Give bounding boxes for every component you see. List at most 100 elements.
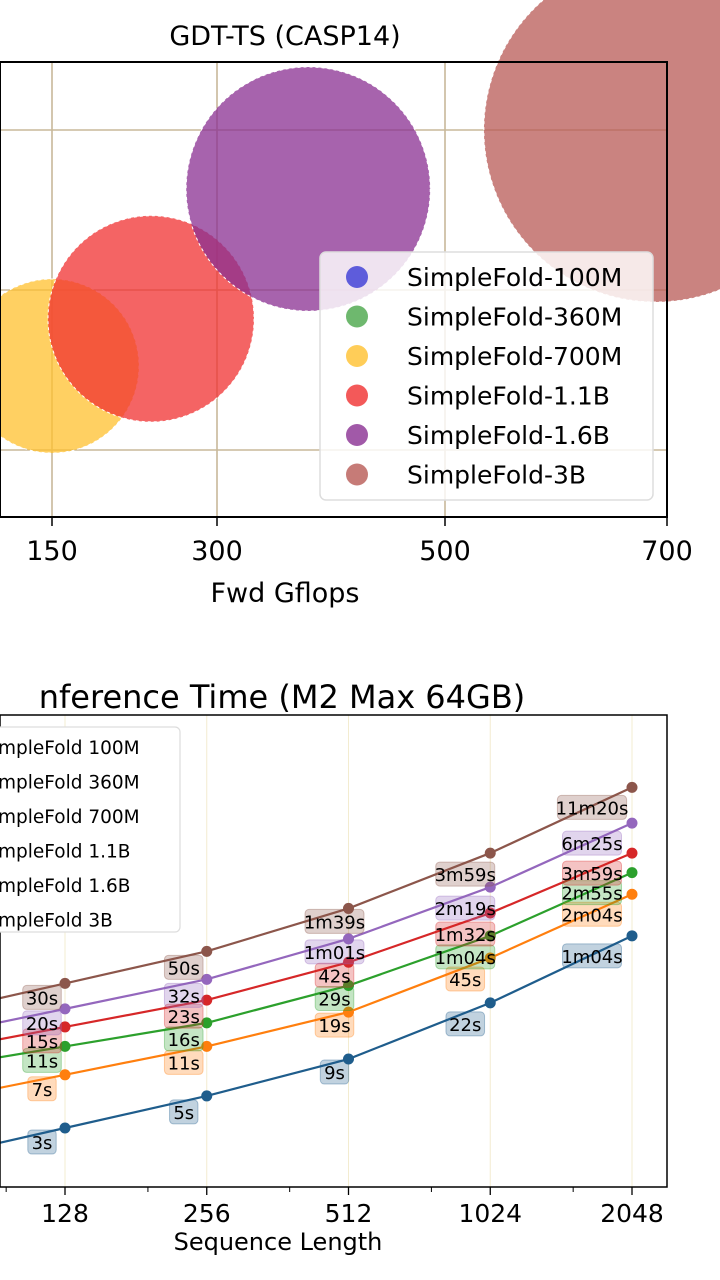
data-label-box: [562, 830, 622, 856]
line-point: [201, 1017, 213, 1029]
line-chart-title: nference Time (M2 Max 64GB): [39, 678, 526, 716]
data-label: 2m55s: [561, 884, 622, 905]
data-label: 3m59s: [435, 865, 496, 886]
line-simplefold-700m: [0, 871, 633, 1059]
data-label: 11s: [168, 1053, 200, 1074]
bubble-simplefold-1-6b: [185, 66, 431, 312]
data-label-box: [562, 880, 622, 906]
bubble-simplefold-3b: [483, 0, 720, 303]
bubble-x-tick-label: 700: [641, 536, 693, 567]
bubble-x-ticks: 150 300 500 700: [26, 517, 693, 567]
data-label-box: [445, 1011, 486, 1037]
line-simplefold-1-6b: [0, 822, 633, 1024]
data-label: 1m39s: [304, 912, 365, 933]
line-x-tick-label: 256: [183, 1199, 231, 1228]
data-label-box: [304, 939, 365, 965]
data-label: 3m59s: [561, 864, 622, 885]
line-point: [484, 907, 496, 919]
data-label-box: [304, 908, 365, 934]
data-label: 23s: [168, 1007, 200, 1028]
line-series: [0, 781, 638, 1144]
bubble-legend-marker: [346, 463, 368, 486]
data-label: 45s: [449, 970, 481, 991]
bubble-legend: SimpleFold-100M SimpleFold-360M SimpleFold…: [319, 251, 654, 501]
data-label-box: [314, 962, 355, 988]
data-label: 32s: [168, 986, 200, 1007]
line-point: [201, 1040, 213, 1052]
line-point: [626, 867, 638, 879]
bubble-legend-box: [319, 251, 654, 501]
line-legend-label: mpleFold 1.1B: [0, 842, 130, 863]
data-label-box: [22, 1028, 62, 1054]
bubble-x-tick-label: 150: [26, 536, 78, 567]
bubble-chart-title: GDT-TS (CASP14): [169, 21, 400, 52]
line-point: [343, 956, 354, 968]
line-point: [626, 888, 638, 900]
data-label-box: [314, 1012, 355, 1038]
data-label-box: [22, 984, 62, 1010]
line-point: [484, 881, 496, 893]
data-label: 7s: [32, 1080, 53, 1101]
line-point: [343, 1006, 354, 1018]
line-point: [201, 973, 213, 985]
line-point: [343, 980, 354, 992]
data-label: 1m32s: [435, 925, 496, 946]
bubble-legend-label: SimpleFold-1.1B: [407, 382, 610, 411]
data-label: 9s: [324, 1063, 345, 1084]
line-point: [59, 1021, 71, 1033]
bubble-legend-marker: [346, 266, 368, 288]
data-label-box: [163, 982, 204, 1008]
line-point: [201, 994, 213, 1006]
data-label: 42s: [318, 966, 350, 987]
data-label-box: [556, 794, 628, 820]
line-point: [343, 902, 354, 914]
data-label-box: [445, 966, 486, 992]
data-label: 2m04s: [561, 905, 622, 926]
line-x-tick-label: 512: [325, 1199, 373, 1228]
bubble-legend-label: SimpleFold-1.6B: [407, 421, 610, 450]
data-label: 6m25s: [561, 834, 622, 855]
line-point: [484, 847, 496, 859]
data-label: 1m04s: [561, 947, 622, 968]
data-label-box: [27, 1076, 57, 1102]
bubble-plot-frame: [0, 61, 668, 518]
bubble-legend-label: SimpleFold-700M: [407, 342, 622, 371]
data-label: 20s: [26, 1014, 58, 1035]
line-point: [484, 952, 496, 964]
data-label: 1m04s: [435, 948, 496, 969]
line-x-tick-label: 1024: [458, 1199, 522, 1228]
data-label: 5s: [173, 1103, 194, 1124]
bubbles: [0, 0, 720, 454]
line-point: [343, 933, 354, 945]
data-label-box: [435, 944, 496, 970]
data-label: 11s: [26, 1051, 58, 1072]
line-point: [626, 781, 638, 793]
line-point: [484, 997, 496, 1009]
data-label-box: [319, 1059, 350, 1085]
line-x-tick-label: 2048: [600, 1199, 664, 1228]
line-point: [343, 1053, 354, 1065]
line-legend-box: [0, 726, 181, 933]
bubble-x-tick-label: 300: [191, 536, 243, 567]
data-label-box: [314, 986, 355, 1012]
data-label: 30s: [26, 988, 58, 1009]
bubble-legend-marker: [346, 305, 368, 328]
data-label-box: [562, 901, 622, 927]
data-label-box: [163, 1049, 204, 1075]
data-label-box: [163, 1003, 204, 1029]
line-point: [201, 1090, 213, 1102]
data-label-box: [562, 860, 622, 886]
data-label-box: [435, 895, 496, 921]
line-x-tick-label: 128: [41, 1199, 89, 1228]
line-plot-frame: [0, 714, 668, 1188]
data-label: 22s: [449, 1015, 481, 1036]
data-label: 15s: [26, 1032, 58, 1053]
line-legend: mpleFold 100M mpleFold 360M mpleFold 700M m…: [0, 726, 181, 933]
line-legend-label: mpleFold 700M: [0, 807, 140, 828]
data-label: 1m01s: [304, 943, 365, 964]
data-label-box: [435, 861, 496, 887]
data-label-box: [163, 954, 204, 980]
data-label: 16s: [168, 1030, 200, 1051]
data-label-box: [562, 943, 622, 969]
